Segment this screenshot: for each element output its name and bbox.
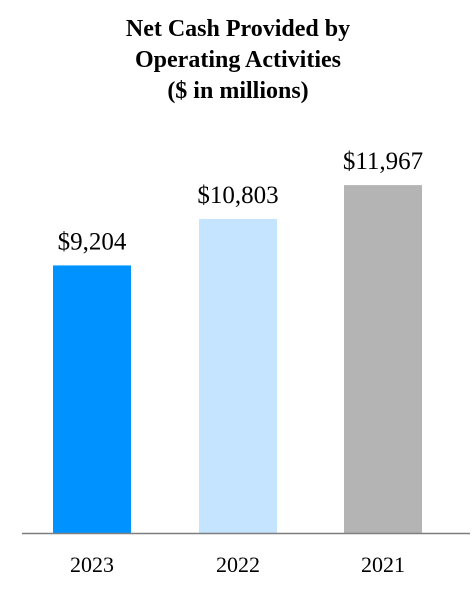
bar-2022 — [199, 218, 277, 534]
chart-title: Net Cash Provided by Operating Activitie… — [0, 14, 476, 107]
chart-title-line-2: Operating Activities — [135, 47, 341, 73]
data-label-2023: $9,204 — [58, 228, 127, 255]
chart-title-line-3: ($ in millions) — [167, 78, 309, 104]
data-label-2021: $11,967 — [343, 148, 423, 175]
bar-2023 — [53, 265, 131, 533]
x-tick-label-2021: 2021 — [361, 552, 405, 577]
bar-2021 — [344, 185, 422, 533]
x-tick-label-2022: 2022 — [216, 552, 260, 577]
x-tick-label-2023: 2023 — [70, 552, 114, 577]
data-label-2022: $10,803 — [197, 182, 278, 209]
chart-title-line-1: Net Cash Provided by — [125, 16, 351, 42]
